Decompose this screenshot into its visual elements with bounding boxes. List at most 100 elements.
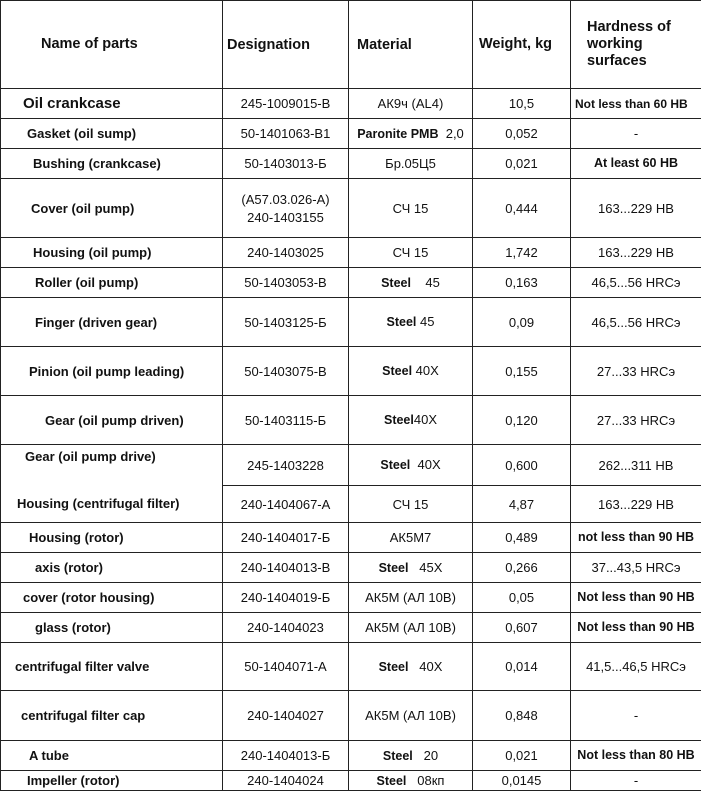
hardness: - [571, 691, 701, 741]
header-weight: Weight, kg [473, 1, 571, 89]
part-name: glass (rotor) [1, 613, 223, 643]
part-name: Cover (oil pump) [1, 179, 223, 238]
weight: 0,014 [473, 643, 571, 691]
designation: 245-1009015-B [223, 89, 349, 119]
weight: 0,155 [473, 347, 571, 396]
designation: 240-1404013-Б [223, 741, 349, 771]
designation: 240-1404017-Б [223, 523, 349, 553]
hardness: 163...229 HB [571, 179, 701, 238]
hardness: 163...229 HB [571, 486, 701, 523]
designation: 240-1404067-A [223, 486, 349, 523]
hardness: 46,5...56 HRCэ [571, 268, 701, 298]
weight: 0,489 [473, 523, 571, 553]
part-name: Impeller (rotor) [1, 771, 223, 791]
hardness: Not less than 90 HB [571, 613, 701, 643]
hardness: 46,5...56 HRCэ [571, 298, 701, 347]
hardness: 37...43,5 HRCэ [571, 553, 701, 583]
material: Бр.05Ц5 [349, 149, 473, 179]
hardness: - [571, 771, 701, 791]
designation: (A57.03.026-A) 240-1403155 [223, 179, 349, 238]
part-name: Gear (oil pump drive) [1, 445, 223, 486]
part-name: A tube [1, 741, 223, 771]
material: АК9ч (AL4) [349, 89, 473, 119]
material: Steel 40X [349, 347, 473, 396]
material: Steel 40X [349, 643, 473, 691]
weight: 0,05 [473, 583, 571, 613]
hardness: Not less than 80 HB [571, 741, 701, 771]
designation: 50-1403013-Б [223, 149, 349, 179]
part-name: Pinion (oil pump leading) [1, 347, 223, 396]
material: Steel 20 [349, 741, 473, 771]
weight: 4,87 [473, 486, 571, 523]
weight: 0,09 [473, 298, 571, 347]
part-name: Gasket (oil sump) [1, 119, 223, 149]
header-hardness: Hardness of working surfaces [571, 1, 701, 89]
designation: 50-1403115-Б [223, 396, 349, 445]
hardness: - [571, 119, 701, 149]
designation: 240-1404024 [223, 771, 349, 791]
part-name: Housing (rotor) [1, 523, 223, 553]
weight: 0,848 [473, 691, 571, 741]
weight: 0,163 [473, 268, 571, 298]
material: АК5М (АЛ 10В) [349, 613, 473, 643]
header-name: Name of parts [1, 1, 223, 89]
header-row: Name of parts Designation Material Weigh… [1, 1, 701, 89]
part-name: Bushing (crankcase) [1, 149, 223, 179]
material: Steel 45X [349, 553, 473, 583]
hardness: Not less than 60 HB [571, 89, 701, 119]
designation: 240-1404013-B [223, 553, 349, 583]
weight: 10,5 [473, 89, 571, 119]
weight: 0,0145 [473, 771, 571, 791]
part-name: axis (rotor) [1, 553, 223, 583]
part-name: centrifugal filter valve [1, 643, 223, 691]
hardness: 27...33 HRCэ [571, 396, 701, 445]
header-material: Material [349, 1, 473, 89]
material: Steel 45 [349, 298, 473, 347]
designation: 50-1403125-Б [223, 298, 349, 347]
material: АК5М (АЛ 10В) [349, 691, 473, 741]
material: Steel 08кп [349, 771, 473, 791]
part-name: cover (rotor housing) [1, 583, 223, 613]
material: Steel40X [349, 396, 473, 445]
designation: 240-1404019-Б [223, 583, 349, 613]
hardness: not less than 90 HB [571, 523, 701, 553]
designation: 245-1403228 [223, 445, 349, 486]
header-designation: Designation [223, 1, 349, 89]
weight: 0,444 [473, 179, 571, 238]
weight: 0,052 [473, 119, 571, 149]
designation-line: 240-1403155 [227, 210, 344, 225]
designation: 50-1401063-B1 [223, 119, 349, 149]
part-name: Roller (oil pump) [1, 268, 223, 298]
weight: 0,600 [473, 445, 571, 486]
part-name: Oil crankcase [1, 89, 223, 119]
weight: 1,742 [473, 238, 571, 268]
material: СЧ 15 [349, 486, 473, 523]
table-row: Cover (oil pump) (A57.03.026-A) 240-140315… [1, 179, 701, 238]
part-name: Housing (centrifugal filter) [1, 486, 223, 523]
material: Steel 40X [349, 445, 473, 486]
part-name: Gear (oil pump driven) [1, 396, 223, 445]
material: АК5М7 [349, 523, 473, 553]
designation-line: (A57.03.026-A) [227, 192, 344, 207]
material: Steel 45 [349, 268, 473, 298]
material: Paronite PMB 2,0 [349, 119, 473, 149]
weight: 0,607 [473, 613, 571, 643]
weight: 0,021 [473, 741, 571, 771]
designation: 240-1403025 [223, 238, 349, 268]
part-name: Housing (oil pump) [1, 238, 223, 268]
